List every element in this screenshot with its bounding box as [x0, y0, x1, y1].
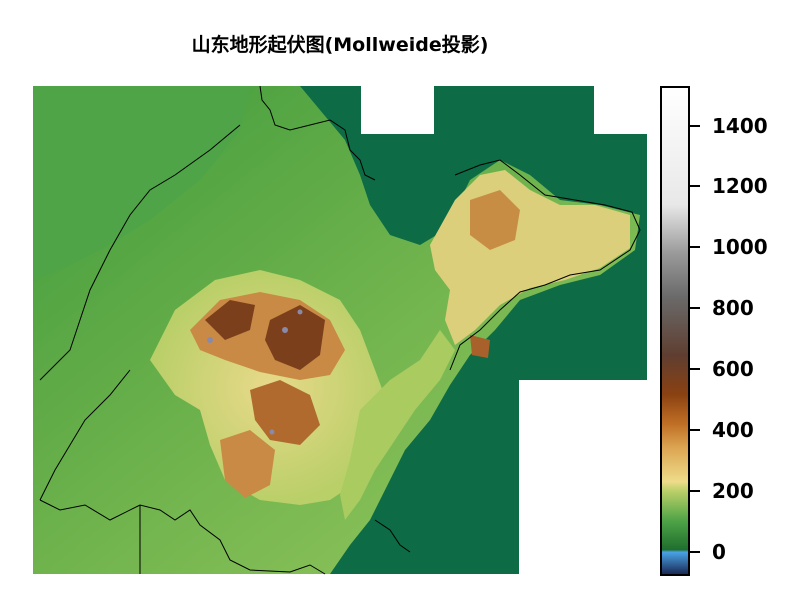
- colorbar-tick-label: 200: [712, 478, 754, 503]
- map-title: 山东地形起伏图(Mollweide投影): [191, 34, 489, 56]
- colorbar-tick: [690, 185, 700, 188]
- no-data-areas: [361, 86, 649, 580]
- colorbar-tick: [690, 428, 700, 431]
- colorbar-tick-label: 1400: [712, 113, 768, 138]
- colorbar-tick-label: 1200: [712, 174, 768, 199]
- colorbar-tick: [690, 368, 700, 371]
- lushan-massif: [265, 305, 325, 370]
- elevation-colorbar: [660, 86, 690, 576]
- colorbar-tick: [690, 550, 700, 553]
- southern-uplands: [220, 430, 275, 498]
- colorbar-tick: [690, 489, 700, 492]
- colorbar-tick-label: 1000: [712, 235, 768, 260]
- colorbar-tick: [690, 307, 700, 310]
- colorbar-gradient: [662, 88, 688, 574]
- colorbar-tick-label: 800: [712, 296, 754, 321]
- taishan-massif: [205, 300, 255, 340]
- colorbar-tick: [690, 124, 700, 127]
- colorbar-tick-label: 400: [712, 417, 754, 442]
- jiaodong-highlands: [470, 190, 520, 250]
- laoshan-area: [470, 335, 490, 358]
- province-boundary: [39, 85, 641, 575]
- colorbar-tick-label: 0: [712, 539, 726, 564]
- northwest-plain: [33, 86, 250, 280]
- yimeng-mountains: [250, 380, 320, 445]
- southeast-coast-hills: [340, 330, 455, 520]
- colorbar-tick-label: 600: [712, 357, 754, 382]
- peak-highlights: [207, 309, 303, 435]
- colorbar-tick: [690, 246, 700, 249]
